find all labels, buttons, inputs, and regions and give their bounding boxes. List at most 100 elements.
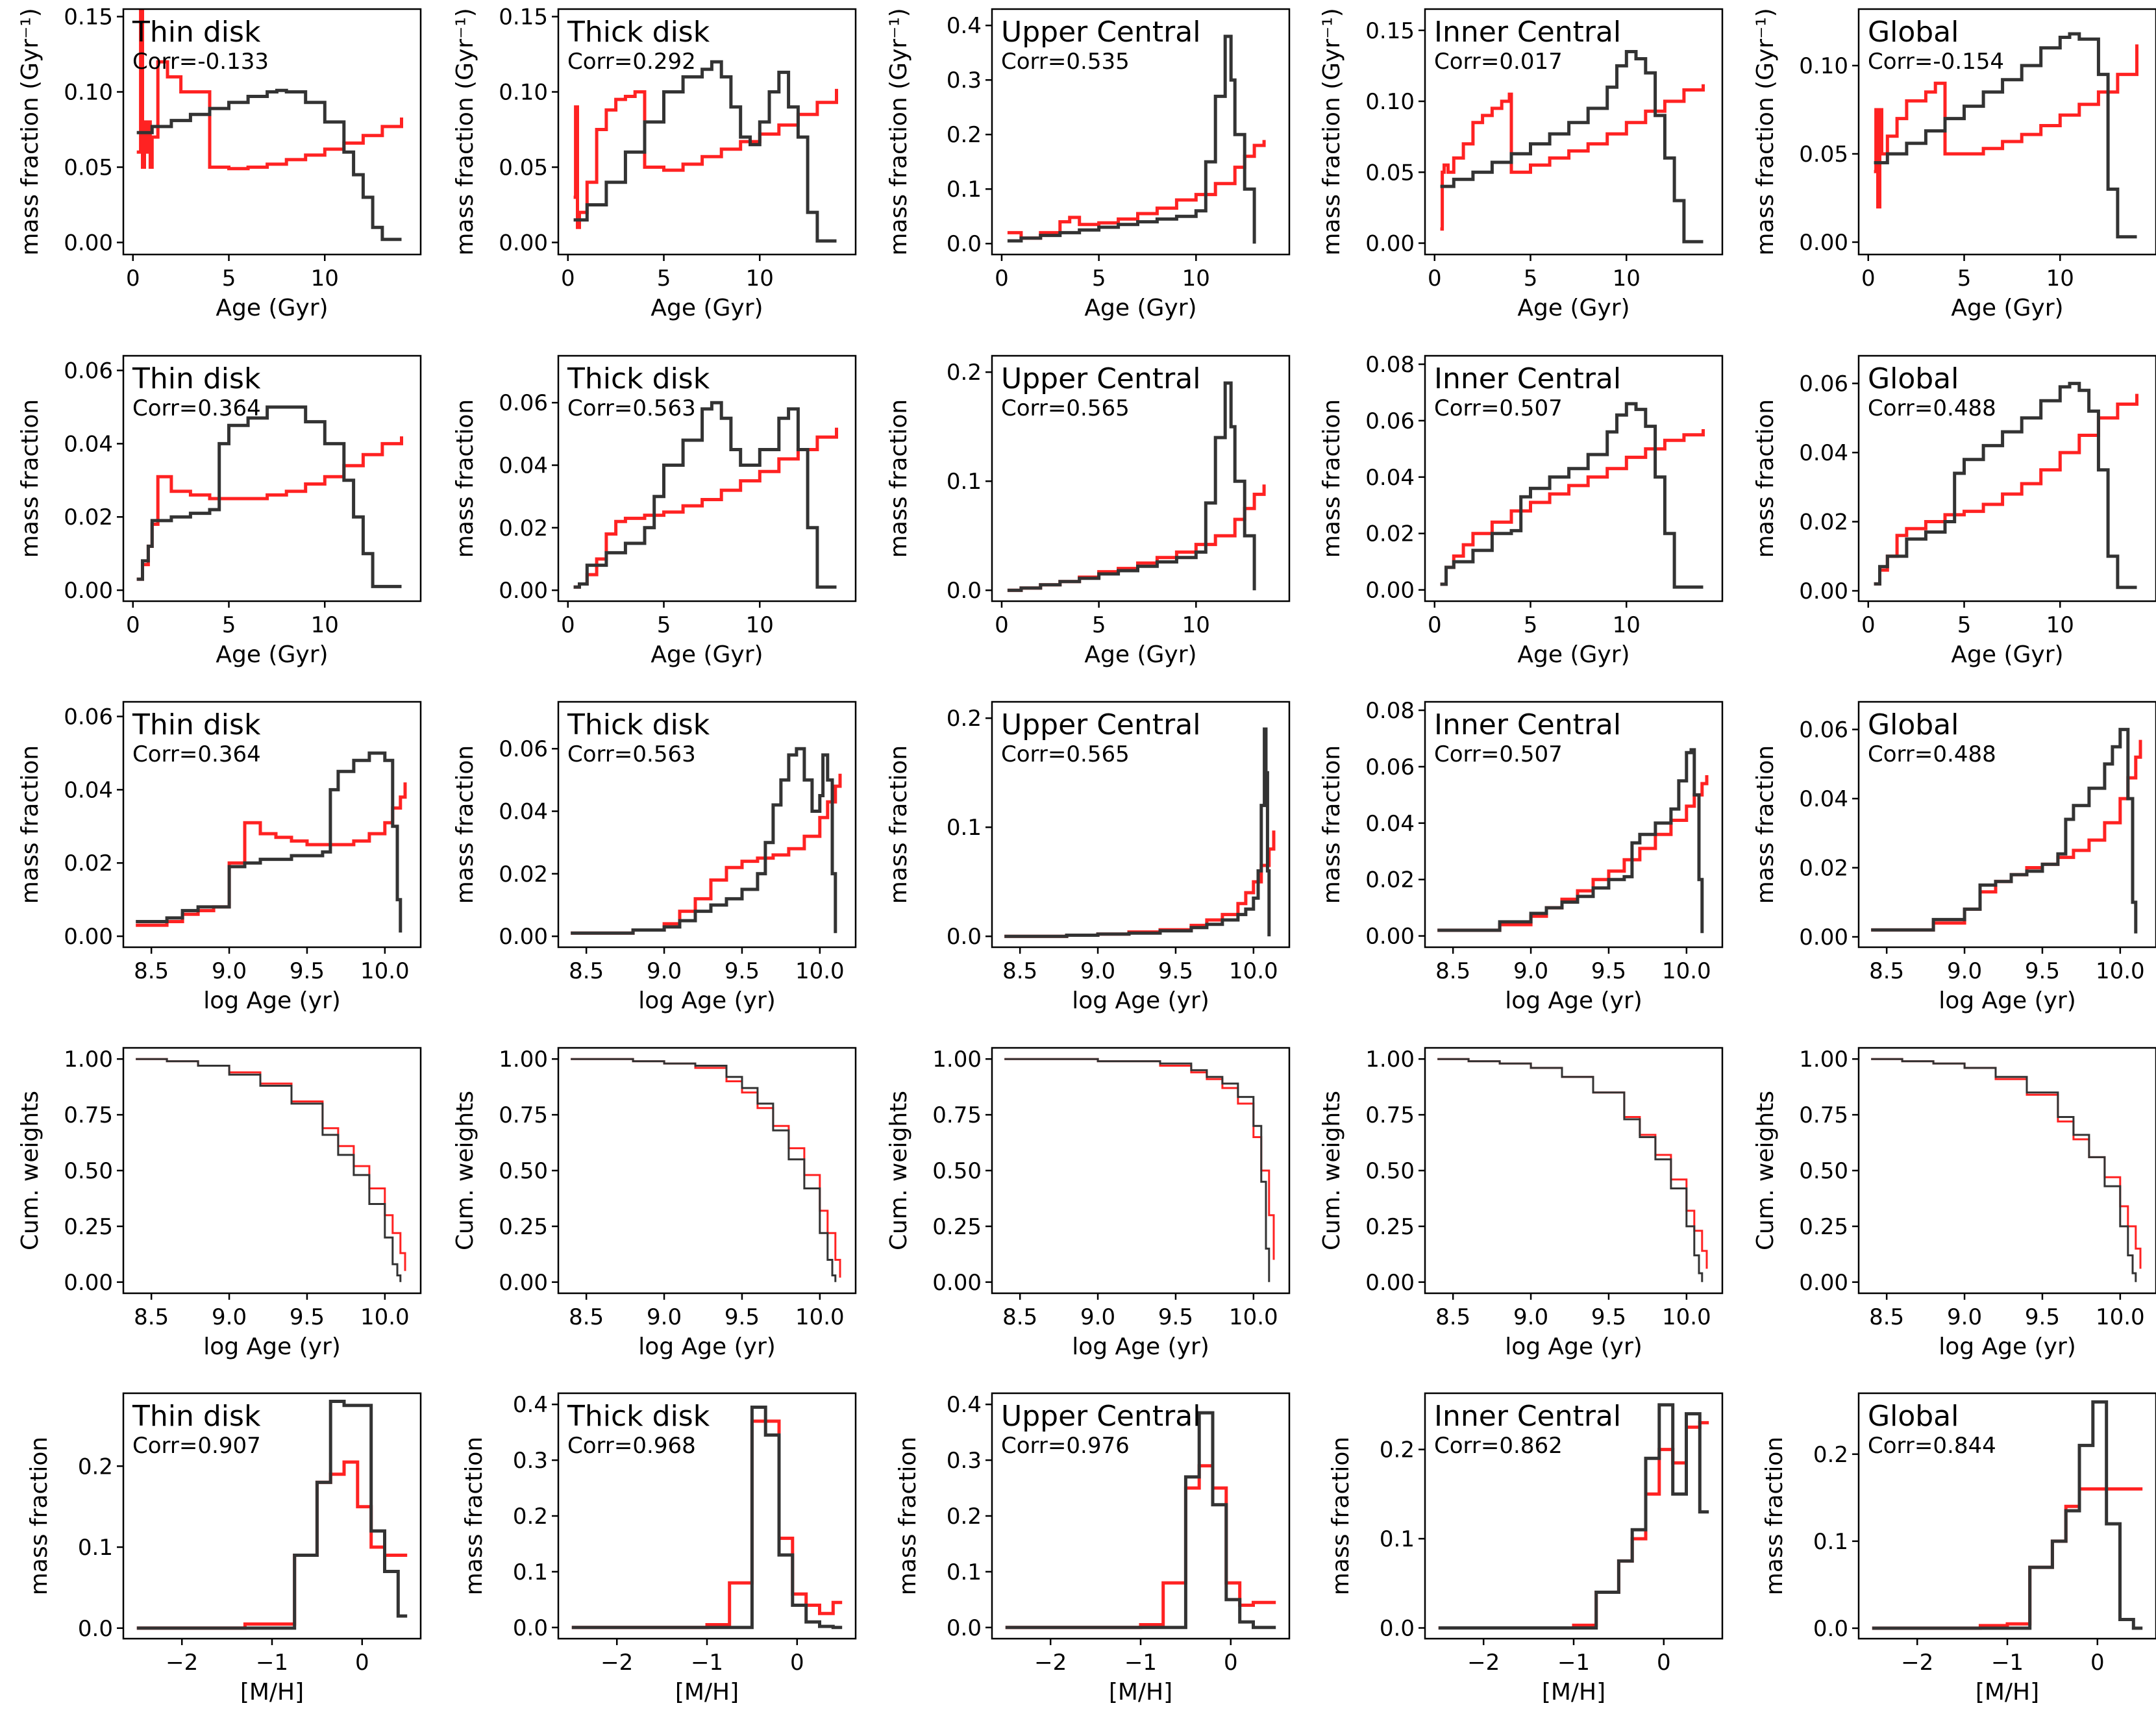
y-tick-label: 0.0 <box>947 1615 982 1641</box>
panel-title: Thin disk <box>132 16 261 49</box>
x-axis-label: Age (Gyr) <box>216 295 328 321</box>
x-tick-label: 8.5 <box>1002 1304 1037 1330</box>
axes-frame <box>557 1047 857 1295</box>
series-black-line <box>571 747 837 935</box>
y-axis-label: mass fraction <box>461 1437 488 1595</box>
y-tick-label: 1.00 <box>64 1047 113 1073</box>
x-axis-label: log Age (yr) <box>203 987 341 1014</box>
y-tick-label: 0.75 <box>64 1102 113 1128</box>
panel-title: Inner Central <box>1434 362 1621 395</box>
series-black-line <box>136 751 403 933</box>
x-tick-label: 10.0 <box>2096 958 2145 984</box>
y-tick-label: 0.04 <box>499 453 548 479</box>
series-black-line <box>136 88 402 242</box>
axes-frame <box>122 8 422 256</box>
axes-frame <box>122 354 422 602</box>
y-tick-label: 0.02 <box>499 862 548 887</box>
series-black-line <box>571 1406 843 1630</box>
x-tick-label: 10 <box>1613 612 1641 638</box>
y-tick-label: 0.0 <box>947 578 982 604</box>
y-axis-label: mass fraction <box>1761 1437 1788 1595</box>
series-red-line <box>1007 140 1266 240</box>
x-tick-label: 0 <box>561 612 575 638</box>
x-tick-label: 9.5 <box>290 958 325 984</box>
x-tick-label: 8.5 <box>134 958 169 984</box>
y-tick-label: 0.50 <box>1799 1158 1848 1184</box>
y-axis-label: mass fraction (Gyr⁻¹) <box>452 8 478 255</box>
panel-r2-c4: 8.5 9.0 9.5 10.0 0.00 0.02 0.04 0.06 log Age (yr… <box>1752 701 2156 1014</box>
axes-frame <box>991 1047 1291 1295</box>
y-tick-label: 0.02 <box>499 515 548 541</box>
y-tick-label: 0.10 <box>1365 89 1415 115</box>
x-axis-label: Age (Gyr) <box>1517 641 1629 668</box>
x-tick-label: 5 <box>657 266 671 292</box>
panel-r4-c1: −2 −1 0 0.0 0.1 0.2 0.3 0.4 [M/H] mass fraction Th… <box>461 1392 857 1706</box>
y-tick-label: 0.00 <box>1365 231 1415 257</box>
y-tick-label: 0.00 <box>64 578 113 604</box>
panel-r4-c0: −2 −1 0 0.0 0.1 0.2 [M/H] mass fraction Thin dis… <box>26 1392 422 1706</box>
y-tick-label: 0.1 <box>1380 1526 1415 1552</box>
panel-title: Upper Central <box>1001 708 1200 741</box>
x-tick-label: 10 <box>311 612 339 638</box>
series-black-line <box>571 1058 837 1282</box>
x-tick-label: 0 <box>126 266 140 292</box>
corr-annotation: Corr=0.017 <box>1434 49 1563 75</box>
y-tick-label: 0.0 <box>513 1615 548 1641</box>
y-axis-label: mass fraction <box>895 1437 921 1595</box>
y-tick-label: 0.25 <box>1799 1214 1848 1240</box>
y-tick-label: 0.02 <box>1365 867 1415 893</box>
y-tick-label: 0.00 <box>64 230 113 256</box>
panel-r3-c0: 8.5 9.0 9.5 10.0 0.00 0.25 0.50 0.75 1.00 log Age… <box>17 1047 422 1360</box>
x-tick-label: 10 <box>746 266 774 292</box>
series-red-line <box>1440 429 1705 586</box>
y-tick-label: 0.0 <box>1813 1616 1848 1642</box>
x-tick-label: 8.5 <box>569 958 604 984</box>
y-tick-label: 0.25 <box>1365 1214 1415 1240</box>
x-tick-label: 10 <box>746 612 774 638</box>
corr-annotation: Corr=0.565 <box>1001 741 1130 767</box>
panel-r0-c1: 0 5 10 0.00 0.05 0.10 0.15 Age (Gyr) mass fracti… <box>452 5 857 321</box>
y-tick-label: 0.2 <box>947 122 982 148</box>
y-tick-label: 0.2 <box>1380 1437 1415 1463</box>
x-axis-label: [M/H] <box>1109 1679 1172 1706</box>
x-axis-label: log Age (yr) <box>1939 1334 2076 1360</box>
x-tick-label: −2 <box>601 1650 633 1676</box>
y-axis-label: mass fraction (Gyr⁻¹) <box>17 8 43 255</box>
x-tick-label: 10 <box>2046 612 2074 638</box>
y-tick-label: 0.00 <box>499 578 548 604</box>
y-tick-label: 0.06 <box>1365 408 1415 434</box>
y-tick-label: 0.06 <box>1799 717 1848 743</box>
x-axis-label: log Age (yr) <box>1072 987 1209 1014</box>
series-black-line <box>1871 1058 2137 1282</box>
corr-annotation: Corr=0.535 <box>1001 49 1130 75</box>
corr-annotation: Corr=0.507 <box>1434 395 1563 421</box>
x-tick-label: 5 <box>1524 612 1538 638</box>
y-axis-label: mass fraction <box>1752 745 1779 904</box>
series-black-line <box>1874 32 2137 239</box>
x-tick-label: 9.5 <box>1591 1304 1626 1330</box>
corr-annotation: Corr=0.507 <box>1434 741 1563 767</box>
y-tick-label: 0.15 <box>64 5 113 31</box>
y-tick-label: 0.00 <box>1799 925 1848 950</box>
panel-r4-c2: −2 −1 0 0.0 0.1 0.2 0.3 0.4 [M/H] mass fraction Up… <box>895 1392 1291 1706</box>
x-tick-label: 9.5 <box>1591 958 1626 984</box>
x-tick-label: 9.0 <box>212 958 247 984</box>
y-tick-label: 0.00 <box>499 1270 548 1296</box>
y-tick-label: 0.2 <box>947 706 982 732</box>
series-black-line <box>1440 402 1704 589</box>
panel-r1-c2: 0 5 10 0.0 0.1 0.2 Age (Gyr) mass fraction Upper… <box>886 354 1291 668</box>
y-axis-label: mass fraction (Gyr⁻¹) <box>1319 8 1345 255</box>
y-axis-label: mass fraction <box>17 399 43 558</box>
y-tick-label: 0.25 <box>64 1214 113 1240</box>
axes-frame <box>991 701 1291 949</box>
panel-title: Global <box>1868 708 1959 741</box>
x-tick-label: −1 <box>1557 1650 1590 1676</box>
series-black-line <box>1440 50 1704 243</box>
x-tick-label: −1 <box>1991 1650 2024 1676</box>
y-tick-label: 0.06 <box>499 390 548 416</box>
x-tick-label: −1 <box>256 1650 288 1676</box>
panel-title: Thick disk <box>567 708 710 741</box>
x-tick-label: 9.5 <box>1158 1304 1193 1330</box>
y-tick-label: 0.04 <box>1365 811 1415 837</box>
y-axis-label: mass fraction <box>17 745 43 904</box>
